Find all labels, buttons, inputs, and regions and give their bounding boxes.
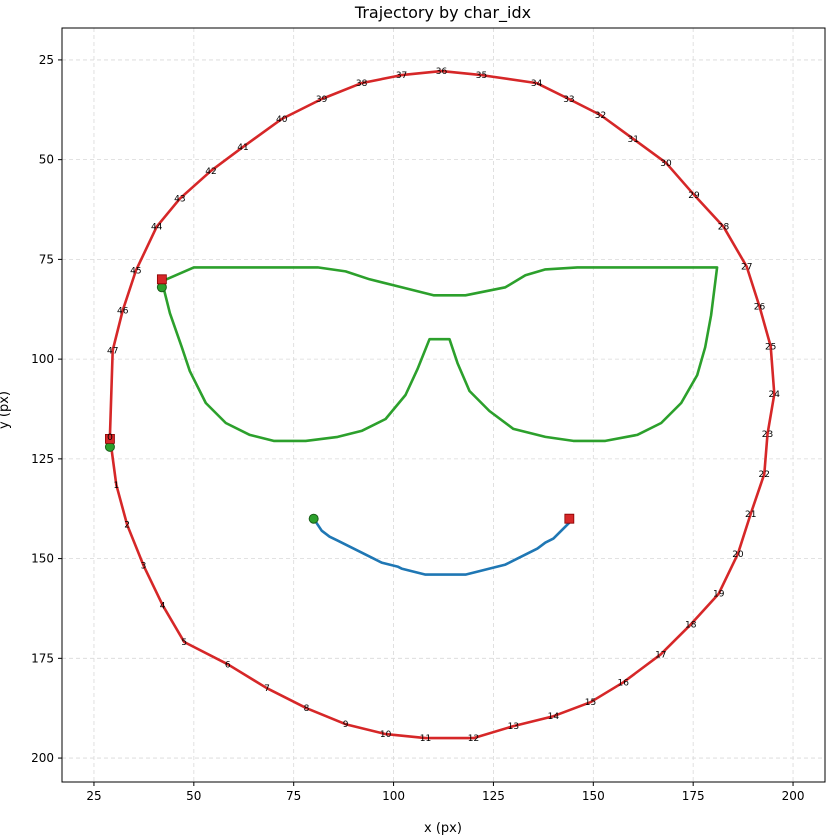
point-label: 39 — [316, 95, 328, 105]
point-label: 40 — [276, 115, 288, 125]
point-label: 46 — [117, 306, 129, 316]
y-axis-label: y (px) — [0, 391, 12, 429]
end-marker — [564, 513, 575, 524]
point-label: 6 — [225, 660, 231, 670]
point-label: 9 — [343, 720, 349, 730]
series-line-0 — [108, 69, 776, 740]
point-label: 13 — [508, 722, 519, 732]
point-label: 22 — [759, 470, 770, 480]
point-label: 21 — [745, 510, 756, 520]
y-tick-label: 125 — [31, 452, 54, 466]
point-label: 8 — [304, 704, 310, 714]
x-tick-label: 175 — [682, 789, 705, 803]
point-label: 34 — [531, 79, 543, 89]
point-label: 12 — [468, 734, 479, 744]
point-label: 7 — [264, 684, 270, 694]
x-tick-label: 200 — [782, 789, 805, 803]
point-label: 32 — [595, 111, 606, 121]
tick-layer: 25 50 75 100 125 150 175 2002550751001251501752… — [31, 53, 804, 803]
chart-title: Trajectory by char_idx — [354, 3, 531, 23]
y-tick-label: 175 — [31, 651, 54, 665]
point-label: 4 — [160, 601, 166, 611]
point-label: 23 — [762, 430, 773, 440]
point-label: 45 — [130, 267, 141, 277]
point-label: 10 — [380, 730, 392, 740]
point-label: 33 — [563, 95, 574, 105]
point-label: 41 — [237, 143, 248, 153]
point-label: 30 — [660, 159, 672, 169]
x-tick-label: 25 — [86, 789, 101, 803]
point-label: 19 — [713, 590, 725, 600]
grid-layer — [62, 28, 825, 782]
x-tick-label: 50 — [186, 789, 201, 803]
series-line-1 — [160, 266, 719, 443]
y-tick-label: 25 — [39, 53, 54, 67]
point-label: 20 — [732, 550, 744, 560]
x-tick-label: 125 — [482, 789, 505, 803]
series-line-2 — [312, 517, 571, 576]
point-label: 28 — [718, 223, 730, 233]
point-label: 26 — [754, 302, 766, 312]
x-tick-label: 100 — [382, 789, 405, 803]
point-label: 35 — [476, 71, 487, 81]
y-tick-label: 200 — [31, 751, 54, 765]
point-label: 5 — [181, 638, 187, 648]
point-label: 15 — [585, 698, 596, 708]
series-layer — [108, 69, 776, 740]
point-label: 17 — [655, 650, 666, 660]
point-label: 38 — [356, 79, 368, 89]
x-tick-label: 75 — [286, 789, 301, 803]
y-tick-label: 50 — [39, 153, 54, 167]
point-label: 24 — [769, 390, 781, 400]
x-axis-label: x (px) — [424, 821, 462, 836]
point-label: 2 — [124, 521, 130, 531]
end-marker — [105, 434, 115, 444]
point-label: 44 — [151, 223, 163, 233]
point-label: 31 — [628, 135, 639, 145]
point-label: 16 — [618, 678, 630, 688]
x-tick-label: 150 — [582, 789, 605, 803]
y-tick-label: 150 — [31, 552, 54, 566]
point-label: 25 — [765, 342, 776, 352]
point-label: 27 — [741, 263, 752, 273]
point-label: 36 — [436, 67, 448, 77]
point-label: 29 — [688, 191, 700, 201]
marker-layer — [104, 274, 575, 524]
point-label: 1 — [113, 481, 119, 491]
point-label: 14 — [548, 712, 560, 722]
point-label: 47 — [107, 346, 118, 356]
point-label: 18 — [685, 620, 697, 630]
start-marker — [308, 513, 319, 524]
plot-frame — [61, 27, 826, 783]
end-marker — [156, 274, 167, 285]
point-label: 37 — [396, 71, 407, 81]
point-label: 43 — [174, 195, 185, 205]
point-label: 3 — [141, 561, 147, 571]
y-tick-label: 100 — [31, 352, 54, 366]
point-label: 42 — [205, 167, 216, 177]
point-label: 11 — [420, 734, 431, 744]
point-label: 0 — [107, 433, 113, 443]
y-tick-label: 75 — [39, 252, 54, 266]
